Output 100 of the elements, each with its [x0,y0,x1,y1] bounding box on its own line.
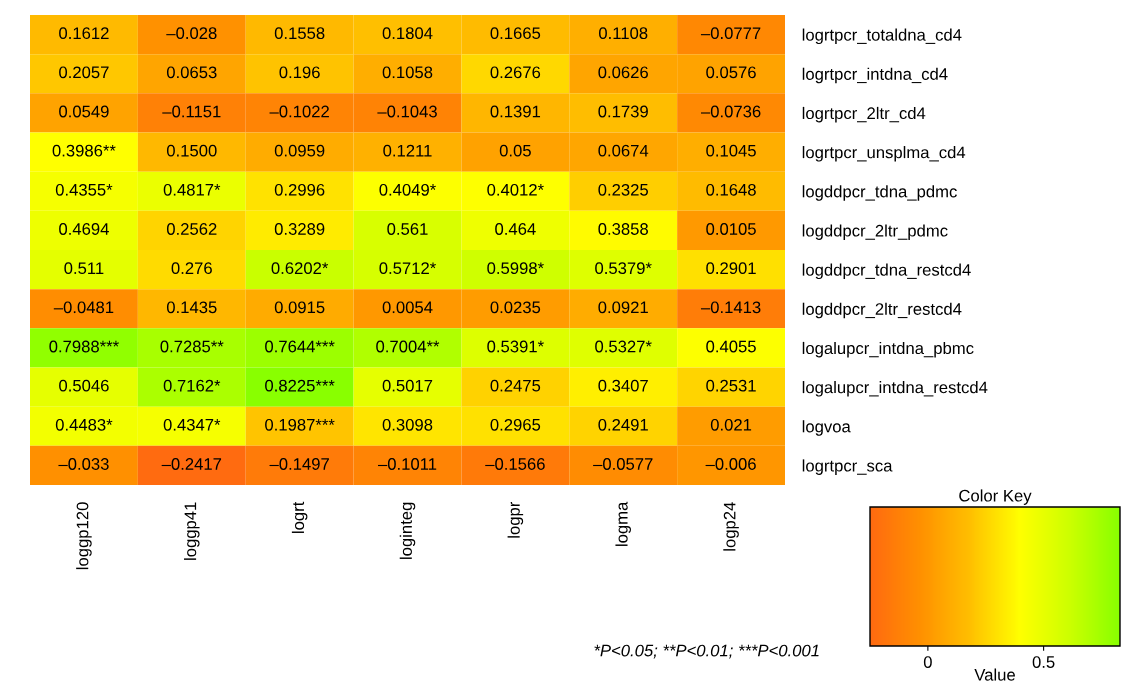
data-label: 0.1558 [274,27,325,40]
data-label: 0.7988*** [49,340,119,353]
data-label: 0.4355* [55,183,113,196]
color-bar-label: 0 [923,656,932,668]
data-label: 0.276 [171,262,212,275]
data-label: 0.3986** [52,144,116,157]
data-label: –0.0577 [593,458,653,470]
data-label: 0.464 [495,223,536,235]
data-label: 0.3858 [598,223,648,235]
data-label: 0.7004** [376,340,440,353]
data-label: 0.0674 [598,144,649,157]
data-label: 0.1045 [706,144,756,157]
data-label: 0.0626 [598,66,648,79]
data-label: 0.1391 [490,105,541,118]
data-label: 0.4483* [55,418,113,431]
data-label: 0.0915 [274,301,325,314]
y-tick-label: logddpcr_2ltr_pdmc [802,224,948,240]
x-tick-label: loggp120 [76,502,92,570]
y-tick-label: logvoa [802,420,851,436]
x-tick-label: logrt [291,501,308,533]
data-label: 0.1804 [382,27,433,40]
data-label: 0.5379* [595,262,652,275]
data-label: 0.7162* [163,379,221,392]
y-tick-label: logrtpcr_unsplma_cd4 [802,146,966,162]
data-label: 0.0549 [59,105,109,118]
y-tick-label: logalupcr_intdna_pbmc [802,341,974,358]
y-tick-label: logrtpcr_sca [802,459,893,475]
text: *P<0.05; **P<0.01; ***P<0.001 [594,644,819,659]
data-label: 0.2531 [706,379,756,392]
data-label: 0.5327* [595,340,652,353]
y-tick-label: logrtpcr_2ltr_cd4 [802,106,926,123]
y-tick-label: logddpcr_tdna_pdmc [802,185,957,201]
data-label: 0.4347* [163,418,221,431]
data-label: –0.1022 [269,105,329,118]
data-label: –0.0777 [700,27,761,40]
data-label: 0.3289 [274,223,325,235]
color-bar-title: Value [974,668,1015,681]
data-label: 0.1500 [166,144,217,157]
data-label: 0.4817* [163,183,221,196]
text: Color Key [959,489,1032,505]
data-label: 0.0921 [598,301,648,314]
data-label: 0.4694 [59,223,109,235]
data-label: 0.4049* [379,183,436,196]
data-label: 0.0105 [706,223,756,235]
data-label: 0.1987*** [265,418,335,431]
data-label: 0.1665 [490,27,541,40]
data-label: 0.3407 [598,379,648,392]
data-label: 0.196 [279,66,320,79]
x-tick-label: logma [615,501,631,546]
data-label: 0.5998* [487,262,544,275]
data-label: –0.028 [166,27,217,40]
data-label: 0.2901 [706,262,756,275]
data-label: –0.1497 [269,458,329,470]
data-label: 0.1739 [598,105,648,118]
y-tick-label: logrtpcr_intdna_cd4 [802,67,948,84]
y-tick-label: logalupcr_intdna_restcd4 [802,381,988,397]
data-label: 0.4055 [706,340,756,353]
data-label: 0.7285** [160,340,224,353]
data-label: 0.0653 [166,66,217,79]
data-label: 0.8225*** [265,379,335,392]
data-label: –0.0481 [53,301,114,314]
data-label: 0.1108 [598,27,648,40]
data-label: –0.2417 [161,458,222,470]
x-tick-label: loggp41 [184,502,200,560]
color-bar-label: 0.5 [1032,656,1055,668]
data-label: –0.1413 [700,301,761,314]
data-label: 0.2996 [274,183,325,196]
x-tick-label: logpr [507,501,524,538]
x-tick-label: loginteg [399,502,416,559]
data-label: –0.0736 [700,105,761,118]
data-label: 0.5046 [59,379,109,392]
data-label: 0.7644*** [265,340,335,353]
data-label: –0.1043 [377,105,437,118]
data-label: 0.2491 [598,418,648,431]
data-label: 0.6202* [271,262,329,275]
data-label: –0.033 [58,458,109,470]
data-label: 0.0576 [706,66,756,79]
data-label: 0.021 [710,418,752,431]
data-label: 0.5391* [487,340,544,353]
data-label: 0.05 [499,144,531,157]
data-label: 0.0235 [490,301,541,314]
data-label: 0.2475 [490,379,541,392]
data-label: 0.511 [64,262,104,275]
data-label: –0.1566 [485,458,545,470]
data-label: 0.2057 [59,66,109,79]
data-label: 0.1648 [706,183,756,196]
data-label: 0.2965 [490,418,541,431]
y-tick-label: logddpcr_tdna_restcd4 [802,263,971,280]
data-label: 0.2325 [598,183,649,196]
data-label: 0.5017 [382,379,433,392]
data-label: –0.006 [705,458,756,470]
x-tick-label: logp24 [723,502,739,551]
data-label: 0.1211 [383,144,432,157]
data-label: 0.2562 [166,223,217,235]
data-label: 0.0054 [382,301,433,314]
data-label: 0.0959 [274,144,325,157]
data-label: 0.1612 [59,27,109,40]
data-label: –0.1151 [162,105,221,118]
data-label: 0.1435 [166,301,217,314]
data-label: 0.1058 [382,66,433,79]
